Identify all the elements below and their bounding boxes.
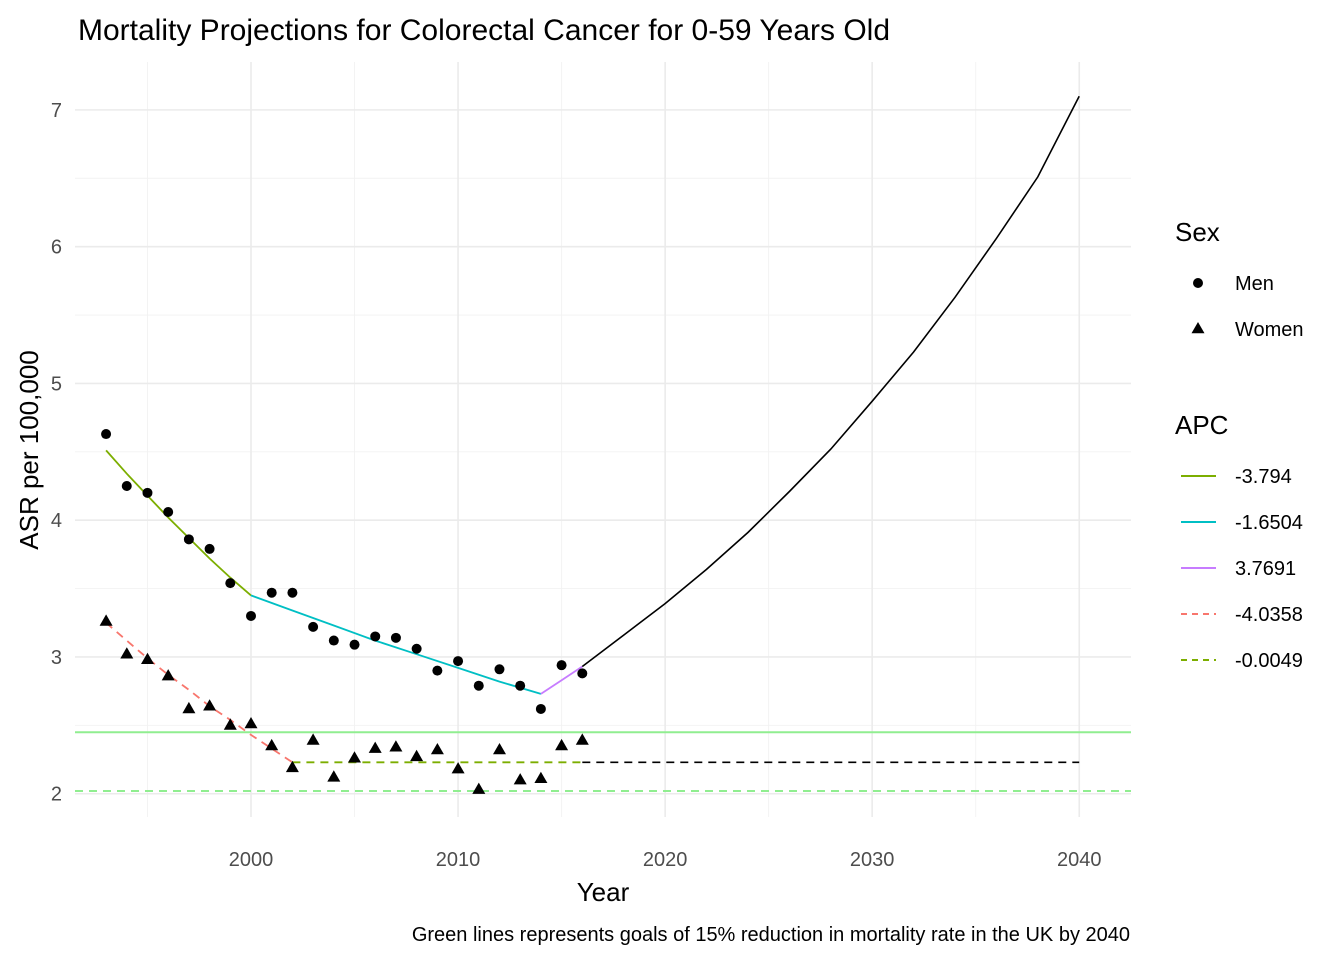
- y-tick-label: 4: [51, 510, 62, 532]
- men-point: [577, 668, 588, 679]
- men-point: [142, 487, 153, 498]
- men-point: [101, 429, 112, 440]
- men-point: [411, 643, 422, 654]
- men-point: [266, 587, 277, 598]
- legend-apc: APC -3.794 -1.6504 3.7691 -4.0358 -0.0049: [1175, 410, 1303, 672]
- women-point: [534, 771, 548, 783]
- men-point: [349, 639, 360, 650]
- women-point: [99, 614, 113, 626]
- women-point: [513, 773, 527, 785]
- women-point: [368, 741, 382, 753]
- women-point: [430, 743, 444, 755]
- women-point: [203, 699, 217, 711]
- x-tick-label: 2030: [850, 849, 895, 871]
- men-point: [121, 481, 132, 492]
- women-point: [285, 760, 299, 773]
- legend-triangle-icon: [1191, 322, 1205, 334]
- women-point: [327, 770, 341, 782]
- apc-segment: [105, 449, 252, 597]
- chart-title: Mortality Projections for Colorectal Can…: [78, 14, 890, 47]
- women-point: [265, 738, 279, 751]
- fitted-lines: [105, 95, 1080, 764]
- y-tick-label: 5: [51, 373, 62, 395]
- legend-apc-title: APC: [1175, 410, 1228, 440]
- men-point: [183, 534, 194, 545]
- men-point: [390, 632, 401, 643]
- grid: [75, 62, 1131, 817]
- legend-apc-label: -1.6504: [1235, 512, 1303, 534]
- men-point: [308, 621, 319, 632]
- women-point: [575, 733, 589, 745]
- men-point: [370, 631, 381, 642]
- legend-circle-icon: [1193, 278, 1203, 288]
- y-tick-label: 2: [51, 784, 62, 806]
- legend-apc-label: -3.794: [1235, 466, 1292, 488]
- women-point: [410, 749, 424, 762]
- men-point: [494, 664, 505, 675]
- y-tick-label: 7: [51, 100, 62, 122]
- women-point: [161, 669, 175, 681]
- women-point: [120, 647, 134, 659]
- men-point: [453, 656, 464, 667]
- projection-line: [581, 95, 1080, 668]
- y-tick-label: 6: [51, 237, 62, 259]
- x-tick-label: 2020: [643, 849, 688, 871]
- apc-segment: [540, 665, 583, 695]
- women-point: [244, 717, 258, 729]
- men-point: [473, 680, 484, 691]
- apc-segment: [105, 622, 293, 764]
- legend-apc-label: -4.0358: [1235, 604, 1303, 626]
- legend-sex-title: Sex: [1175, 217, 1220, 247]
- men-point: [535, 703, 546, 714]
- men-point: [287, 587, 298, 598]
- men-point: [204, 543, 215, 554]
- x-tick-label: 2040: [1057, 849, 1102, 871]
- men-point: [328, 635, 339, 646]
- women-point: [472, 782, 486, 794]
- tick-labels: 2000 2010 2020 2030 2040 2 3 4 5 6 7: [51, 100, 1102, 871]
- women-point: [223, 718, 237, 730]
- men-point: [432, 665, 443, 676]
- legend-sex-label: Men: [1235, 273, 1274, 295]
- women-point: [306, 733, 320, 745]
- women-point: [555, 738, 569, 751]
- men-point: [225, 578, 236, 589]
- women-point: [141, 652, 154, 664]
- legend-apc-label: -0.0049: [1235, 650, 1303, 672]
- women-point: [389, 740, 403, 752]
- x-axis-title: Year: [577, 877, 630, 907]
- men-point: [163, 506, 174, 517]
- y-axis-title: ASR per 100,000: [14, 350, 44, 549]
- x-tick-label: 2010: [436, 849, 481, 871]
- y-tick-label: 3: [51, 647, 62, 669]
- women-point: [182, 701, 196, 714]
- women-point: [451, 762, 465, 774]
- goal-lines: [75, 731, 1131, 793]
- apc-segment: [250, 594, 542, 695]
- women-point: [493, 743, 506, 755]
- legend-sex: Sex Men Women: [1175, 217, 1304, 341]
- men-point: [515, 680, 526, 691]
- women-point: [348, 751, 361, 763]
- chart-caption: Green lines represents goals of 15% redu…: [412, 924, 1130, 946]
- data-points: [99, 429, 589, 794]
- legend-sex-label: Women: [1235, 319, 1304, 341]
- men-point: [246, 610, 256, 621]
- men-point: [556, 660, 567, 671]
- legend-apc-label: 3.7691: [1235, 558, 1296, 580]
- x-tick-label: 2000: [229, 849, 274, 871]
